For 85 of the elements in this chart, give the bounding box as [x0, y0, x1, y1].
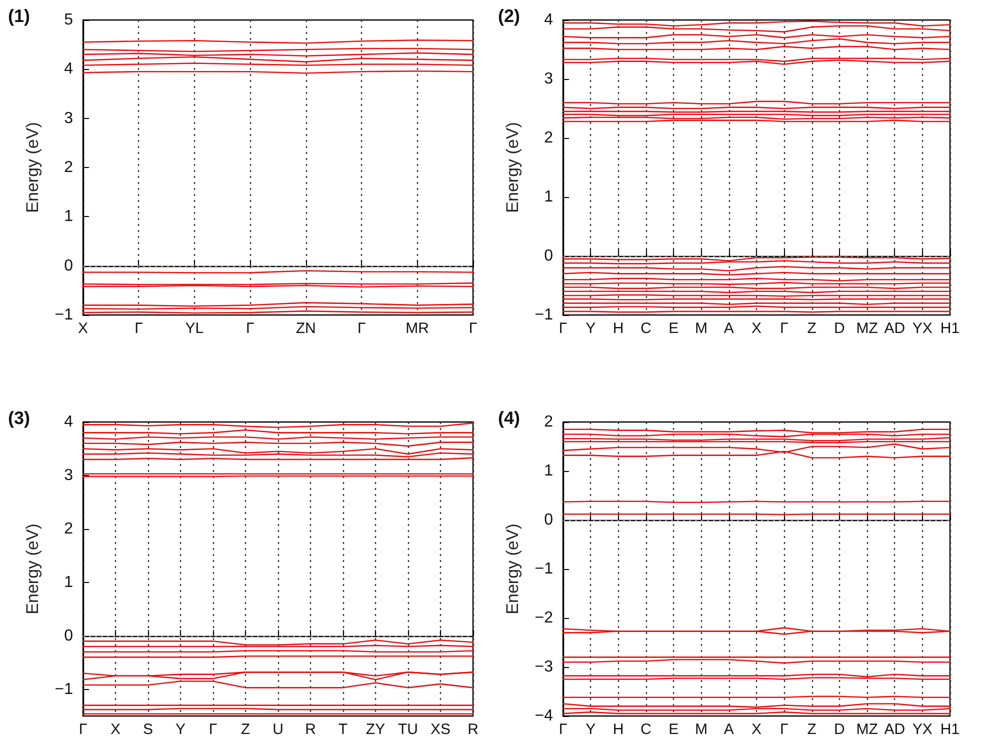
- x-tick-label: H: [612, 320, 624, 337]
- y-tick-label: −1: [54, 306, 74, 324]
- x-tick-label: MZ: [856, 320, 878, 337]
- y-tick-label: 5: [64, 12, 74, 28]
- y-tick-label: −2: [534, 610, 554, 626]
- x-tick-label: H1: [940, 721, 960, 738]
- y-tick-label: −1: [534, 306, 554, 324]
- x-tick-label: H1: [940, 320, 960, 337]
- x-tick-label: X: [751, 320, 762, 337]
- y-axis-title: Energy (eV): [503, 524, 522, 614]
- x-tick-label: X: [110, 721, 121, 738]
- chart-title: (1): [8, 6, 30, 26]
- chart-title: (4): [498, 408, 520, 428]
- x-tick-label: E: [668, 721, 679, 738]
- x-tick-label: Γ: [558, 320, 568, 337]
- x-tick-label: C: [640, 320, 652, 337]
- x-tick-label: C: [640, 721, 652, 738]
- y-tick-label: −3: [534, 658, 554, 676]
- x-tick-label: A: [724, 721, 734, 738]
- x-tick-label: Y: [586, 721, 596, 738]
- x-tick-label: Z: [807, 721, 816, 738]
- y-tick-label: 3: [544, 70, 554, 88]
- x-tick-label: Γ: [558, 721, 568, 738]
- y-tick-label: 2: [544, 414, 554, 430]
- x-tick-label: AD: [884, 320, 906, 337]
- y-tick-label: 4: [544, 12, 554, 28]
- y-axis-title: Energy (eV): [23, 524, 42, 614]
- x-tick-label: M: [694, 320, 708, 337]
- y-tick-label: −1: [534, 560, 554, 578]
- y-tick-label: 2: [64, 520, 74, 538]
- y-axis-title: Energy (eV): [503, 122, 522, 213]
- y-tick-label: 4: [64, 60, 74, 78]
- x-tick-label: Y: [586, 320, 596, 337]
- x-tick-label: U: [272, 721, 284, 738]
- x-tick-label: E: [668, 320, 679, 337]
- y-tick-label: 0: [64, 257, 74, 274]
- x-tick-label: X: [78, 320, 88, 337]
- x-tick-label: Γ: [780, 721, 788, 738]
- x-tick-label: Z: [807, 320, 816, 337]
- y-tick-label: 1: [544, 188, 554, 206]
- x-tick-label: TU: [398, 721, 418, 738]
- chart-title: (2): [498, 6, 520, 26]
- x-tick-label: R: [305, 721, 316, 738]
- x-tick-label: T: [338, 721, 348, 738]
- x-tick-label: Γ: [246, 320, 254, 337]
- y-tick-label: 2: [544, 130, 554, 146]
- y-tick-label: 0: [64, 627, 74, 644]
- x-tick-label: AD: [884, 721, 906, 738]
- x-tick-label: Γ: [357, 320, 366, 337]
- x-tick-label: M: [694, 721, 708, 738]
- x-tick-label: R: [468, 721, 479, 738]
- y-tick-label: 3: [64, 110, 74, 127]
- y-tick-label: 0: [544, 248, 554, 264]
- x-tick-label: XS: [430, 721, 451, 738]
- y-axis-title: Energy (eV): [23, 122, 42, 213]
- x-tick-label: H: [612, 721, 624, 738]
- x-tick-label: MZ: [856, 721, 878, 738]
- x-tick-label: YX: [912, 721, 932, 738]
- x-tick-label: Γ: [134, 320, 143, 337]
- chart-title: (3): [8, 408, 30, 428]
- y-tick-label: 3: [64, 466, 74, 484]
- y-tick-label: 1: [544, 462, 554, 480]
- y-tick-label: 1: [64, 208, 74, 226]
- x-tick-label: Z: [240, 721, 250, 738]
- x-tick-label: X: [751, 721, 762, 738]
- y-tick-label: 1: [64, 574, 74, 591]
- x-tick-label: YL: [185, 320, 204, 337]
- x-tick-label: Γ: [780, 320, 788, 337]
- x-tick-label: Γ: [208, 721, 218, 738]
- y-tick-label: −4: [534, 708, 554, 724]
- x-tick-label: YX: [912, 320, 932, 337]
- y-tick-label: 0: [544, 512, 554, 528]
- x-tick-label: Γ: [468, 320, 478, 337]
- x-tick-label: ZY: [366, 721, 386, 738]
- y-tick-label: 2: [64, 159, 74, 176]
- x-tick-label: ZN: [296, 320, 316, 337]
- x-tick-label: Y: [175, 721, 186, 738]
- y-tick-label: 4: [64, 414, 74, 430]
- x-tick-label: D: [834, 320, 846, 337]
- x-tick-label: A: [724, 320, 734, 337]
- x-tick-label: S: [142, 721, 154, 738]
- x-tick-label: Γ: [78, 721, 88, 738]
- x-tick-label: D: [834, 721, 846, 738]
- y-tick-label: −1: [54, 680, 74, 698]
- x-tick-label: MR: [406, 320, 430, 337]
